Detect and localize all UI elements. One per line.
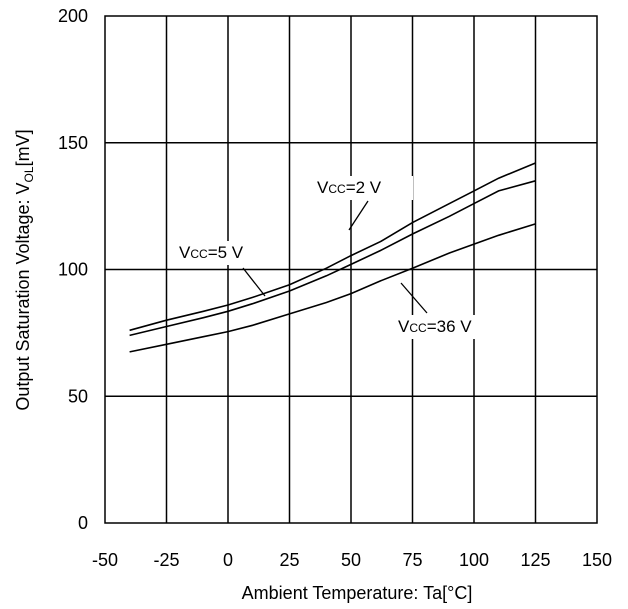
series-annotations: VCC=2 V VCC=5 V VCC=36 V — [175, 176, 506, 339]
annotation-background — [313, 176, 413, 200]
y-tick-labels: 0 50 100 150 200 — [58, 6, 88, 533]
series-label: VCC=5 V — [179, 243, 244, 262]
y-axis-label: Output Saturation Voltage: VOL[mV] — [13, 129, 36, 410]
x-tick-label: 25 — [279, 550, 299, 570]
series-label: VCC=2 V — [317, 178, 382, 197]
x-tick-label: 100 — [459, 550, 489, 570]
y-tick-label: 0 — [78, 513, 88, 533]
y-tick-label: 50 — [68, 386, 88, 406]
x-tick-label: -25 — [153, 550, 179, 570]
plot-area-frame — [104, 15, 598, 524]
x-axis-label: Ambient Temperature: Ta[°C] — [242, 583, 473, 603]
series-line-3 — [129, 223, 536, 353]
x-tick-labels: -50 -25 0 25 50 75 100 125 150 — [92, 550, 612, 570]
x-tick-label: 75 — [402, 550, 422, 570]
series-lines — [129, 162, 536, 353]
annotation-leader-line — [400, 282, 428, 314]
annotation-background — [175, 241, 275, 265]
annotation-leader-line — [242, 267, 266, 297]
x-tick-label: 0 — [223, 550, 233, 570]
x-tick-label: 150 — [582, 550, 612, 570]
series-label: VCC=36 V — [398, 317, 472, 336]
y-tick-label: 100 — [58, 260, 88, 280]
x-tick-label: 50 — [341, 550, 361, 570]
y-tick-label: 150 — [58, 133, 88, 153]
x-tick-label: 125 — [520, 550, 550, 570]
annotation-background — [394, 315, 506, 339]
series-line-1 — [129, 162, 536, 332]
x-tick-label: -50 — [92, 550, 118, 570]
annotation-leader-line — [348, 200, 369, 231]
series-line-2 — [129, 180, 536, 337]
y-tick-label: 200 — [58, 6, 88, 26]
grid-lines — [105, 16, 597, 523]
